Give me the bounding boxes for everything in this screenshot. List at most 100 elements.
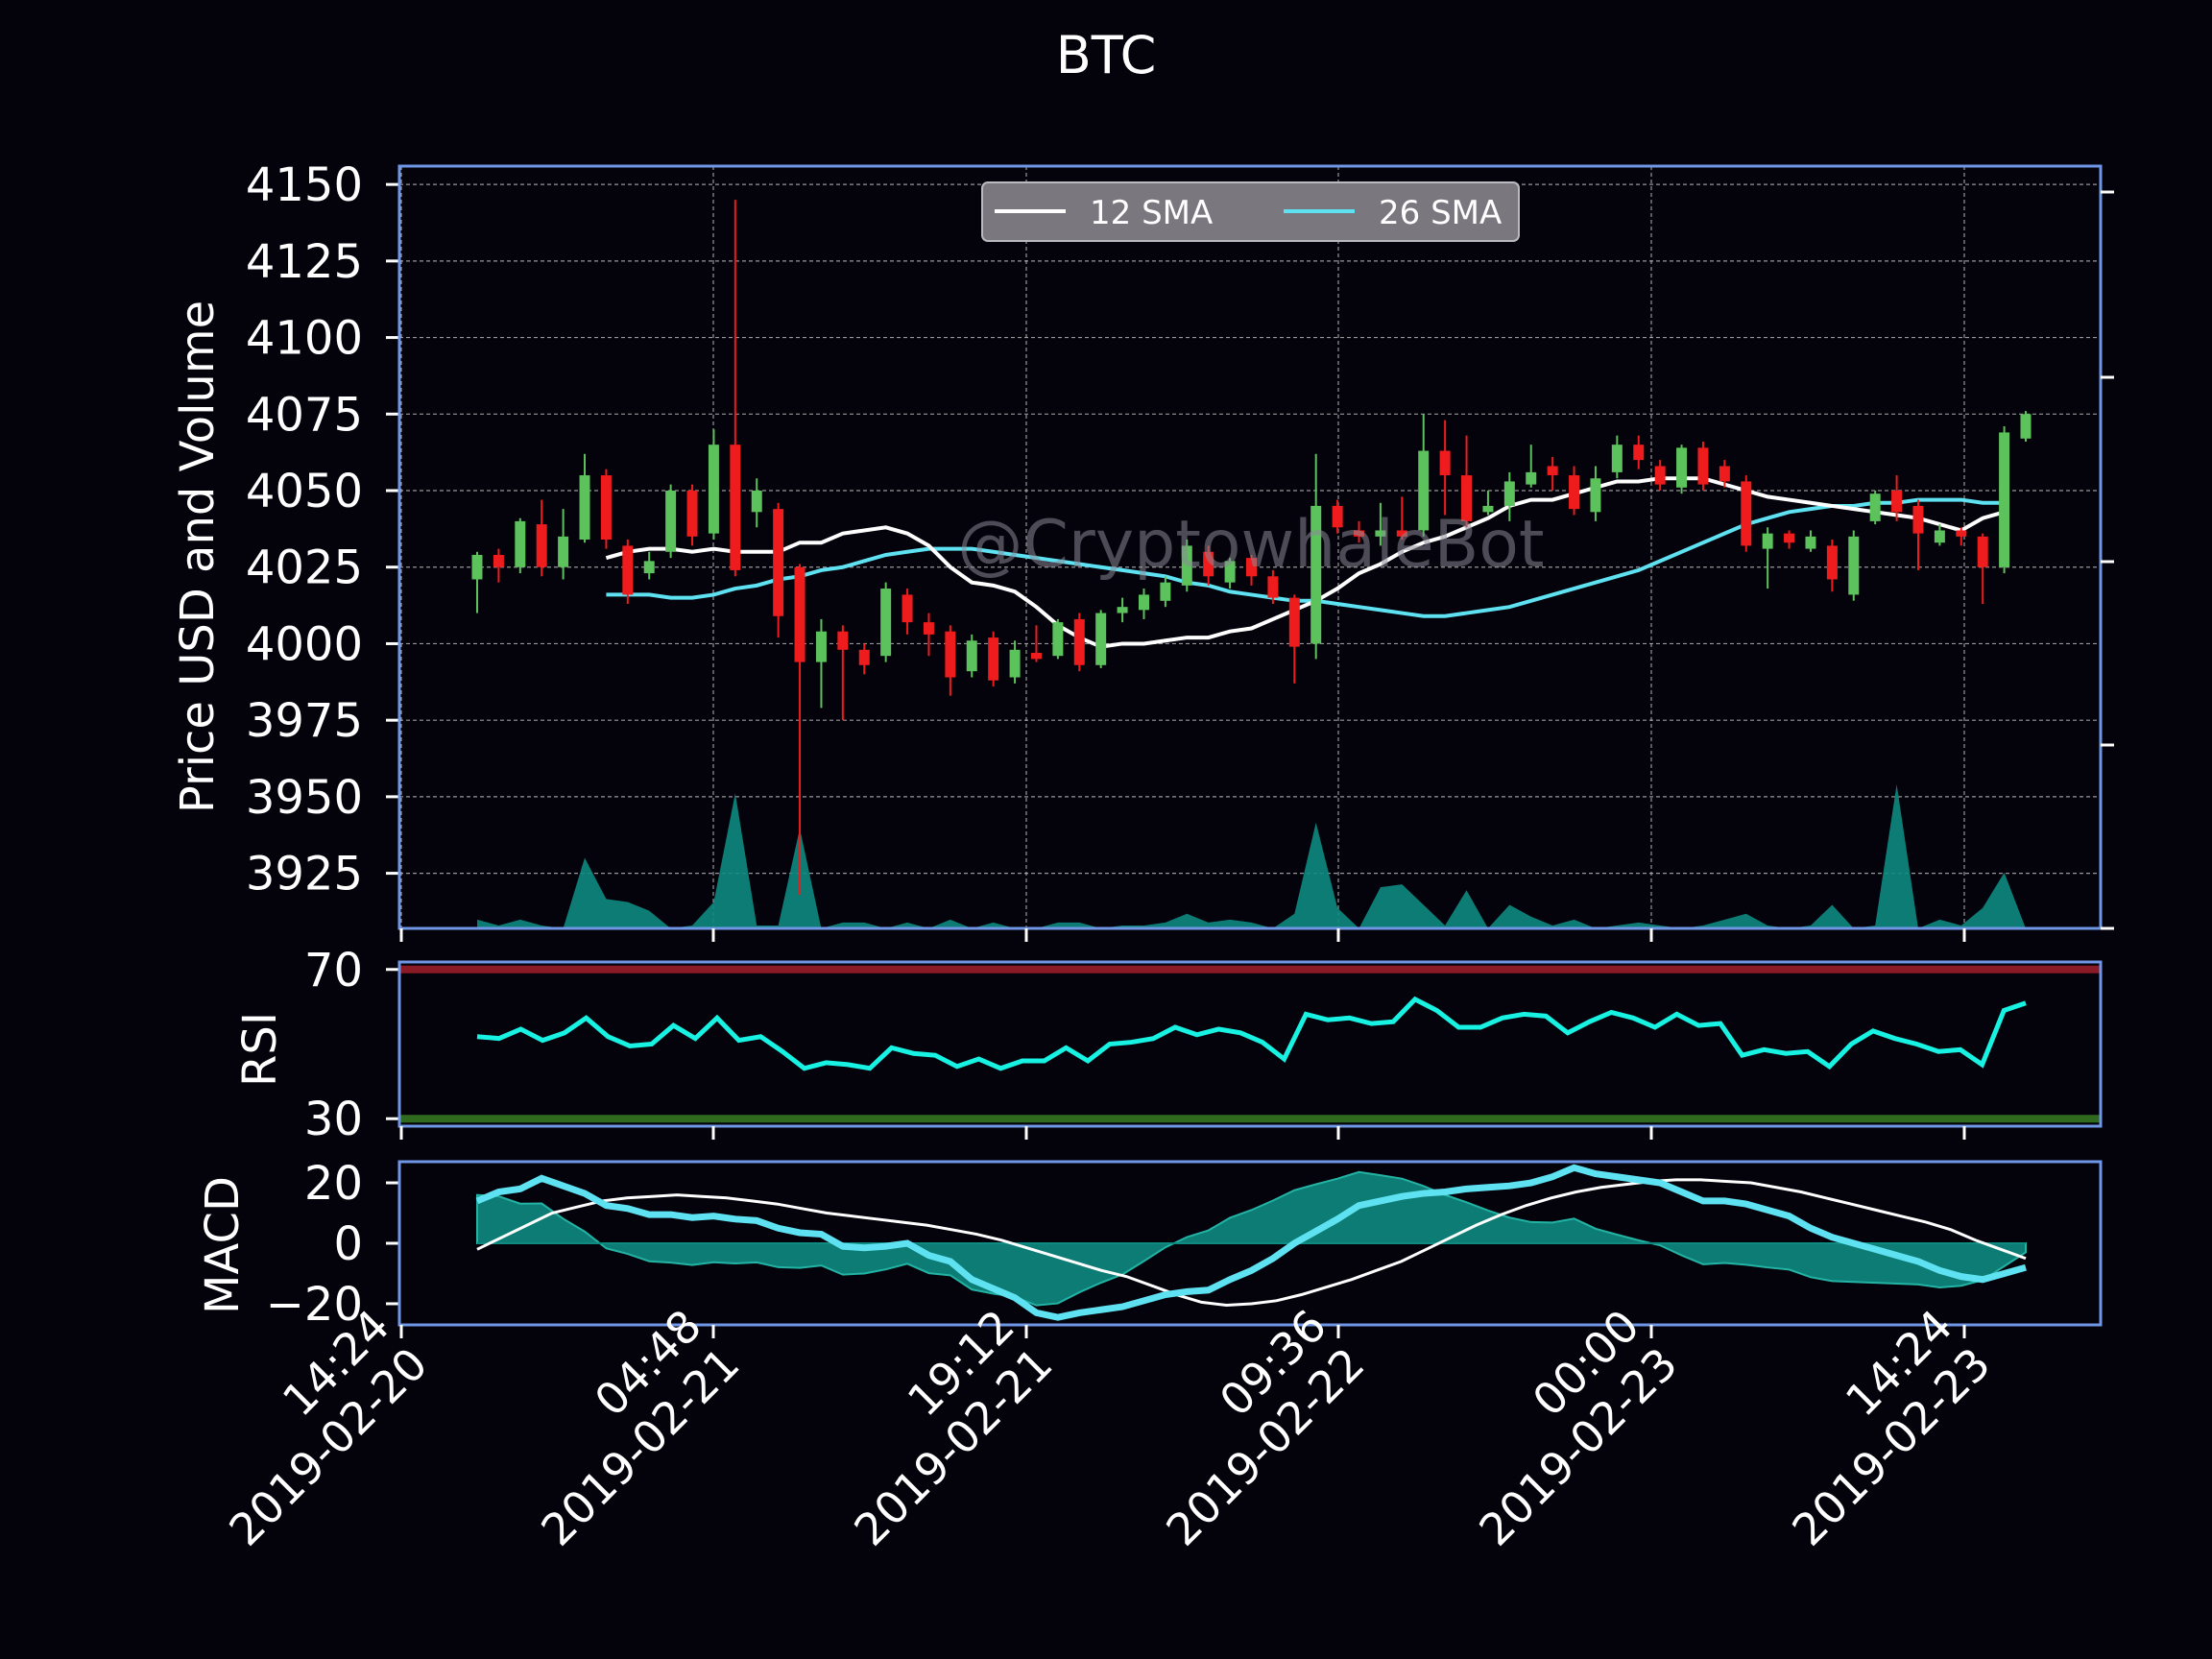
price-ylabel: Price USD and Volume <box>171 301 225 813</box>
volume-area <box>477 784 2026 928</box>
watermark: @CryptowhaleBot <box>957 507 1544 583</box>
candle-body <box>1181 545 1192 586</box>
macd-ytick-label: −20 <box>266 1278 363 1332</box>
candle-body <box>1869 493 1881 521</box>
candle-body <box>923 622 934 635</box>
price-ytick-label: 4150 <box>246 158 363 212</box>
candle-body <box>815 631 827 662</box>
price-ytick-label: 4125 <box>246 235 363 289</box>
candle-body <box>1073 618 1085 665</box>
rsi-ytick-label: 70 <box>304 944 363 998</box>
candle-body <box>1741 481 1752 546</box>
candle-body <box>1095 613 1107 665</box>
price-ytick-label: 4000 <box>246 617 363 671</box>
candle-body <box>1784 533 1795 543</box>
candle-body <box>579 475 590 541</box>
candle-body <box>1762 533 1773 549</box>
candle-body <box>1848 536 1860 595</box>
price-frame <box>397 164 2103 930</box>
candle-body <box>1805 536 1816 549</box>
candle-body <box>1009 649 1021 678</box>
candle-body <box>686 491 698 537</box>
macd-y-axis: −20 0 20 <box>266 1157 399 1332</box>
price-ytick-label: 4100 <box>246 312 363 366</box>
candle-body <box>1569 475 1580 510</box>
candle-body <box>880 589 892 657</box>
candle-body <box>1246 558 1257 577</box>
candle-body <box>536 524 547 567</box>
candle-body <box>1654 466 1666 485</box>
candle-body <box>1375 530 1386 537</box>
candle-body <box>622 545 634 595</box>
sma26-line <box>606 497 2005 618</box>
macd-ytick-label: 0 <box>333 1217 363 1271</box>
legend-box <box>981 181 1520 242</box>
price-ytick-label: 3975 <box>246 694 363 748</box>
candle-body <box>794 566 805 662</box>
candle-body <box>1138 594 1149 611</box>
legend: 12 SMA 26 SMA <box>981 181 1520 242</box>
candle-body <box>665 491 677 552</box>
candle-body <box>2020 414 2032 439</box>
candle-body <box>1526 471 1537 485</box>
candle-body <box>1912 505 1924 534</box>
candle-body <box>600 475 612 541</box>
candle-body <box>837 631 849 650</box>
macd-signal-line <box>476 1178 2027 1308</box>
candle-body <box>1418 450 1430 531</box>
candle-body <box>773 509 784 616</box>
candle-body <box>1547 466 1558 476</box>
candle-body <box>493 554 504 567</box>
candle-body <box>1482 505 1494 513</box>
rsi-line <box>476 996 2027 1071</box>
macd-ylabel: MACD <box>196 1176 250 1314</box>
candle-body <box>1977 536 1988 567</box>
macd-ytick-label: 20 <box>304 1157 363 1211</box>
legend-label-sma12: 12 SMA <box>1090 194 1213 232</box>
rsi-path <box>476 996 2027 1071</box>
candle-body <box>558 536 569 567</box>
volume-area-path <box>477 784 2026 928</box>
candle-body <box>1160 582 1171 601</box>
macd-histogram <box>476 1170 2027 1307</box>
candles <box>471 200 2032 895</box>
rsi-ytick-label: 30 <box>304 1093 363 1146</box>
price-ytick-label: 3950 <box>246 771 363 825</box>
candle-body <box>858 649 870 665</box>
price-ytick-label: 4025 <box>246 541 363 595</box>
rsi-y-axis: 30 70 <box>304 944 399 1146</box>
candle-body <box>1203 551 1214 577</box>
rsi-reference-lines <box>399 965 2101 1123</box>
candle-body <box>515 520 526 567</box>
candle-body <box>751 491 762 513</box>
candle-body <box>708 445 719 534</box>
candle-body <box>1590 478 1601 513</box>
candle-body <box>1030 653 1042 660</box>
candle-body <box>730 445 741 570</box>
candle-body <box>1224 561 1236 583</box>
chart-title: BTC <box>1056 25 1157 85</box>
candle-body <box>1934 530 1945 543</box>
candle-body <box>1117 607 1128 613</box>
price-right-ticks <box>2101 190 2114 930</box>
macd-panel: −20 0 20 MACD <box>196 1157 2103 1332</box>
macd-frame <box>397 1160 2103 1327</box>
price-ytick-label: 3925 <box>246 848 363 902</box>
price-ytick-label: 4075 <box>246 388 363 442</box>
candle-body <box>966 640 977 672</box>
rsi-panel: 30 70 RSI <box>233 944 2103 1146</box>
candle-body <box>1611 445 1623 472</box>
macd-path <box>475 1164 2027 1321</box>
candle-body <box>1267 576 1279 598</box>
candle-body <box>902 594 913 623</box>
candle-body <box>1956 530 1967 537</box>
sma26-path <box>606 497 2005 618</box>
price-y-axis: 3925 3950 3975 4000 4025 4050 4075 4100 4125 4150 <box>246 158 399 902</box>
candle-body <box>1439 450 1451 476</box>
candle-body <box>643 561 655 574</box>
rsi-frame <box>397 960 2103 1128</box>
candle-body <box>1396 530 1407 537</box>
price-panel: @CryptowhaleBot 3925 3950 3975 4000 4025 4050… <box>171 158 2114 930</box>
candle-body <box>945 631 956 678</box>
